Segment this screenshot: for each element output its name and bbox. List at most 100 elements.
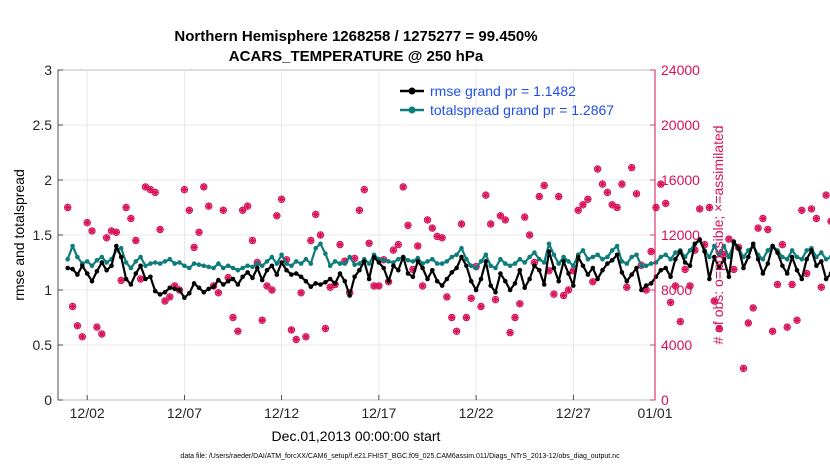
obs-point (214, 289, 223, 297)
totalspread-point (648, 261, 654, 266)
rmse-point (332, 281, 338, 286)
rmse-point (80, 263, 85, 269)
totalspread-point (152, 260, 158, 265)
totalspread-point (780, 254, 785, 260)
rmse-point (678, 249, 683, 254)
rmse-point (284, 267, 289, 273)
totalspread-point (687, 248, 693, 253)
obs-point (705, 203, 714, 212)
rmse-point (254, 265, 260, 271)
rmse-point (177, 287, 182, 293)
obs-point (739, 364, 748, 373)
obs-point (161, 297, 169, 305)
obs-point (462, 313, 471, 322)
rmse-point (118, 254, 124, 260)
totalspread-point (196, 262, 202, 268)
obs-point (452, 327, 461, 335)
totalspread-point (396, 256, 401, 262)
rmse-point (133, 271, 139, 276)
legend-rmse-label: rmse grand pr = 1.1482 (430, 83, 576, 99)
obs-point (243, 202, 252, 210)
obs-point (506, 328, 514, 337)
obs-count-series (63, 163, 830, 373)
totalspread-point (784, 256, 790, 262)
obs-point (613, 203, 621, 212)
obs-point (127, 214, 135, 223)
y-tick-label-left: 3 (44, 62, 52, 78)
obs-point (686, 282, 694, 290)
obs-point (394, 240, 402, 249)
rmse-point (639, 287, 644, 293)
obs-point (355, 206, 364, 215)
rmse-point (308, 284, 314, 290)
rmse-point (697, 237, 702, 242)
totalspread-point (585, 256, 591, 262)
rmse-point (746, 254, 751, 260)
totalspread-point (182, 263, 187, 269)
legend-spread-label: totalspread grand pr = 1.2867 (430, 102, 614, 118)
rmse-point (371, 254, 377, 260)
totalspread-point (459, 245, 464, 251)
rmse-point (352, 274, 357, 280)
rmse-point (162, 289, 168, 295)
totalspread-point (332, 259, 338, 264)
obs-point (725, 235, 733, 243)
rmse-point (721, 256, 727, 262)
totalspread-point (668, 256, 673, 262)
rmse-point (221, 282, 226, 287)
rmse-point (264, 267, 270, 273)
obs-point (302, 333, 310, 341)
rmse-point (755, 256, 761, 262)
x-tick-label: 12/17 (361, 405, 396, 421)
totalspread-point (595, 252, 600, 258)
rmse-point (454, 265, 459, 271)
rmse-point (551, 265, 557, 271)
rmse-point (347, 293, 353, 298)
rmse-point (376, 260, 382, 265)
obs-point (603, 188, 612, 197)
totalspread-point (386, 259, 391, 264)
rmse-point (381, 265, 387, 271)
totalspread-point (104, 260, 109, 265)
totalspread-point (327, 263, 333, 269)
obs-point (559, 291, 568, 300)
totalspread-point (250, 264, 255, 270)
rmse-point (279, 260, 284, 265)
rmse-point (289, 272, 294, 277)
obs-point (190, 243, 198, 252)
totalspread-point (498, 256, 503, 262)
obs-point (696, 205, 704, 213)
totalspread-point (600, 256, 605, 262)
obs-point (268, 286, 276, 294)
obs-point (297, 289, 305, 297)
rmse-point (104, 267, 109, 273)
obs-point (277, 195, 286, 204)
legend: rmse grand pr = 1.1482 totalspread grand… (400, 83, 614, 118)
totalspread-point (235, 267, 241, 273)
rmse-point (488, 283, 494, 288)
totalspread-point (313, 245, 319, 251)
rmse-point (478, 276, 484, 282)
rmse-point (527, 276, 532, 282)
obs-point (681, 265, 689, 274)
totalspread-point (478, 259, 484, 264)
rmse-point (366, 276, 372, 282)
totalspread-point (410, 259, 416, 264)
obs-point (234, 327, 242, 335)
totalspread-point (804, 248, 809, 253)
totalspread-point (760, 256, 766, 262)
totalspread-point (167, 256, 173, 262)
obs-point (482, 191, 490, 199)
rmse-point (187, 291, 192, 296)
rmse-point (566, 271, 571, 276)
obs-point (516, 300, 524, 308)
obs-point (307, 236, 315, 245)
totalspread-point (172, 261, 177, 266)
rmse-point (590, 265, 596, 271)
rmse-point (624, 278, 630, 284)
totalspread-point (177, 260, 182, 265)
totalspread-point (580, 248, 586, 253)
rmse-point (575, 254, 581, 260)
totalspread-point (293, 259, 299, 264)
